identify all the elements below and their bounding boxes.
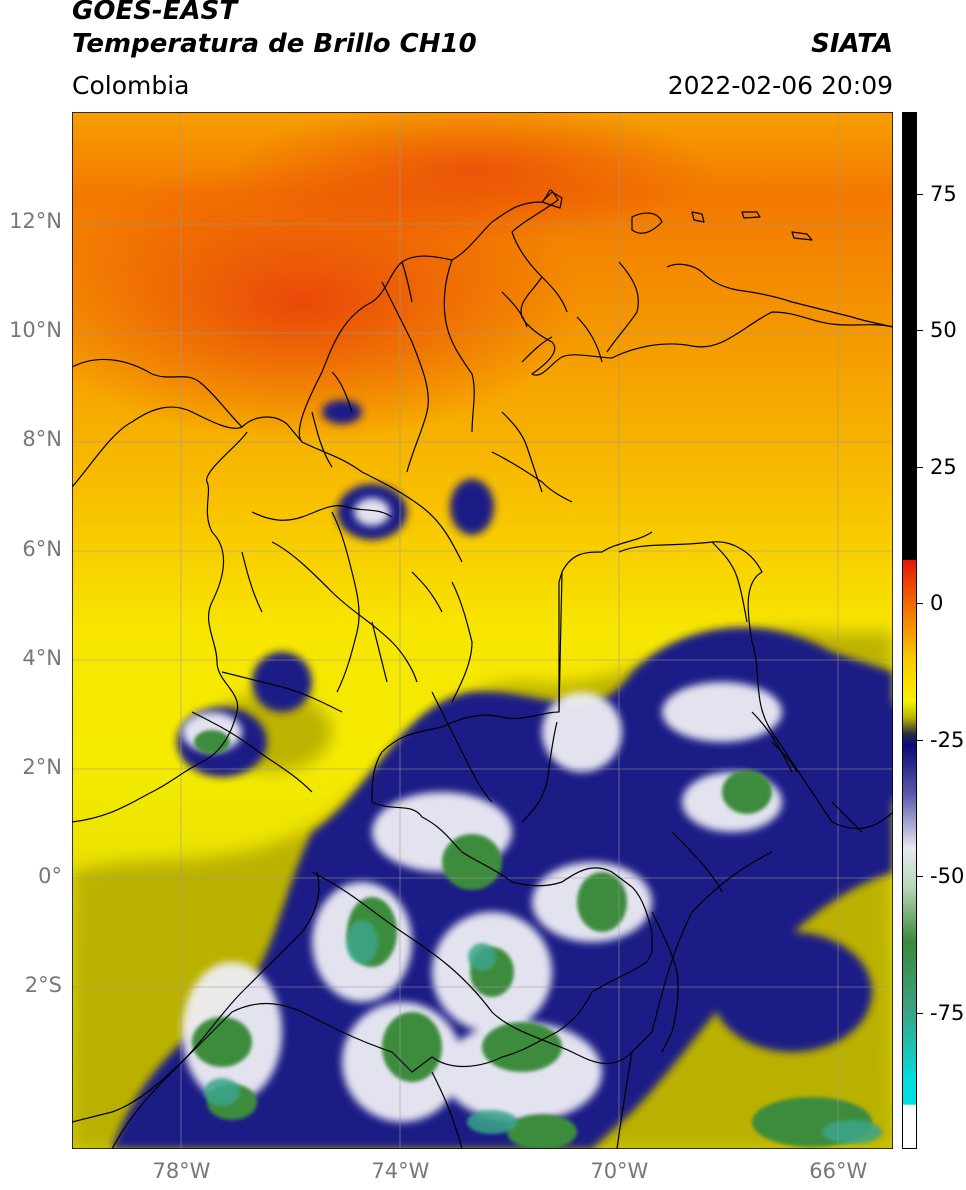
latitude-label: 2°S: [24, 973, 62, 998]
colorbar-tick-label: -25: [930, 727, 965, 752]
latitude-label: 4°N: [22, 645, 62, 670]
colorbar-tick-label: 0: [930, 591, 944, 616]
warm-region-north: [232, 112, 712, 242]
longitude-label: 70°W: [590, 1159, 649, 1183]
longitude-label: 66°W: [809, 1159, 868, 1183]
cloud-teal-layer: [204, 920, 882, 1144]
datetime-label: 2022-02-06 20:09: [667, 71, 893, 100]
colorbar-tick: [917, 466, 923, 468]
latitude-label: 6°N: [22, 536, 62, 561]
gridlines: [72, 112, 893, 1149]
colorbar-tick: [917, 739, 923, 741]
colorbar-tick: [917, 1012, 923, 1014]
colorbar-tick: [917, 330, 923, 332]
title-line-2: Temperatura de Brillo CH10: [72, 29, 477, 59]
latitude-label: 2°N: [22, 754, 62, 779]
colorbar-tick-label: -75: [930, 1000, 965, 1025]
cloud-white-layer: [182, 498, 782, 1122]
brand-label: SIATA: [811, 29, 893, 59]
colorbar-tick-label: 25: [930, 454, 957, 479]
colorbar-tick: [917, 876, 923, 878]
longitude-label: 74°W: [371, 1159, 430, 1183]
satellite-map: [72, 112, 893, 1149]
colorbar-tick-label: -50: [930, 864, 965, 889]
colorbar-tick: [917, 193, 923, 195]
latitude-label: 10°N: [9, 318, 62, 343]
region-label: Colombia: [72, 71, 190, 100]
borders: [72, 189, 893, 1149]
colorbar-tick: [917, 603, 923, 605]
colorbar: [902, 112, 917, 1149]
colorbar-tick-label: 50: [930, 318, 957, 343]
colorbar-tick-label: 75: [930, 181, 957, 206]
latitude-label: 8°N: [22, 427, 62, 452]
longitude-label: 78°W: [152, 1159, 211, 1183]
latitude-label: 12°N: [9, 209, 62, 234]
latitude-label: 0°: [38, 864, 62, 889]
title-line-1: GOES-EAST: [72, 0, 238, 26]
